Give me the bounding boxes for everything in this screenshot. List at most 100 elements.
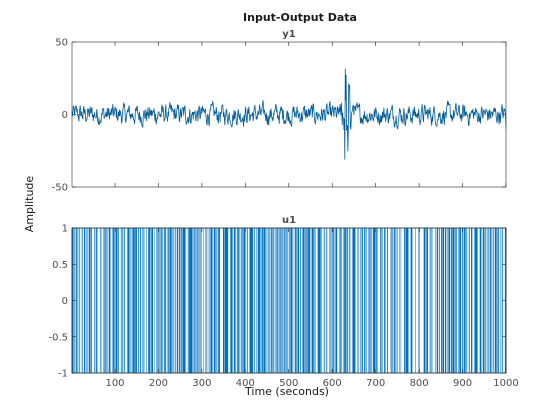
u1-bar [90, 228, 92, 373]
u1-bar [493, 228, 495, 373]
u1-bar [418, 228, 419, 373]
u1-xtick-label: 900 [453, 378, 472, 389]
y1-ytick-label: 0 [62, 110, 68, 121]
u1-xtick-label: 600 [323, 378, 342, 389]
u1-bar [106, 228, 107, 373]
u1-bar [212, 228, 214, 373]
u1-bar [185, 228, 187, 373]
u1-bar [81, 228, 83, 373]
u1-bar [339, 228, 340, 373]
u1-xtick-label: 500 [279, 378, 298, 389]
u1-bar [375, 228, 377, 373]
u1-bar [120, 228, 122, 373]
u1-bar [423, 228, 426, 373]
u1-bar [243, 228, 246, 373]
u1-bar [364, 228, 366, 373]
u1-bars [71, 228, 506, 373]
u1-bar [340, 228, 342, 373]
u1-bar [305, 228, 307, 373]
u1-bar [479, 228, 482, 373]
u1-bar [293, 228, 295, 373]
u1-bar [169, 228, 172, 373]
u1-bar [173, 228, 174, 373]
u1-bar [249, 228, 253, 373]
u1-bar [442, 228, 445, 373]
u1-bar [195, 228, 197, 373]
u1-bar [425, 228, 427, 373]
u1-xtick-label: 800 [410, 378, 429, 389]
u1-ytick-label: 0 [62, 296, 68, 307]
u1-ytick-label: 1 [62, 224, 68, 235]
u1-bar [289, 228, 290, 373]
u1-bar [139, 228, 141, 373]
u1-bar [335, 228, 338, 373]
u1-bar [86, 228, 88, 373]
u1-bar [112, 228, 113, 373]
u1-bar [405, 228, 409, 373]
u1-bar [315, 228, 316, 373]
u1-bar [210, 228, 213, 373]
u1-bar [179, 228, 181, 373]
u1-bar [133, 228, 135, 373]
u1-bar [176, 228, 179, 373]
u1-bar [404, 228, 406, 373]
u1-bar [357, 228, 358, 373]
u1-bar [387, 228, 389, 373]
u1-bar [360, 228, 361, 373]
u1-bar [330, 228, 331, 373]
u1-xtick-label: 700 [366, 378, 385, 389]
u1-bar [366, 228, 367, 373]
u1-bar [463, 228, 465, 373]
u1-bar [497, 228, 499, 373]
u1-bar [392, 228, 394, 373]
u1-bar [148, 228, 151, 373]
u1-bar [166, 228, 168, 373]
u1-bar [384, 228, 386, 373]
u1-bar [123, 228, 125, 373]
u1-bar [488, 228, 490, 373]
u1-bar [344, 228, 346, 373]
u1-bar [135, 228, 137, 373]
u1-bar [297, 228, 299, 373]
u1-bar [142, 228, 143, 373]
u1-bar [286, 228, 288, 373]
u1-bar [329, 228, 330, 373]
u1-bar [395, 228, 397, 373]
u1-bar [100, 228, 102, 373]
u1-bar [461, 228, 463, 373]
u1-bar [399, 228, 400, 373]
u1-bar [275, 228, 277, 373]
u1-bar [281, 228, 283, 373]
u1-bar [348, 228, 350, 373]
u1-bar [492, 228, 494, 373]
u1-bar [143, 228, 145, 373]
u1-subplot-title: u1 [282, 215, 296, 226]
u1-bar [491, 228, 492, 373]
u1-bar [347, 228, 349, 373]
u1-bar [158, 228, 160, 373]
y-axis-label: Amplitude [23, 176, 36, 233]
u1-bar [206, 228, 207, 373]
u1-bar [242, 228, 244, 373]
y1-ytick-labels: -50 0 50 [52, 38, 68, 194]
u1-bar [153, 228, 155, 373]
u1-bar [198, 228, 200, 373]
u1-bar [454, 228, 456, 373]
u1-bar [273, 228, 275, 373]
u1-bar [236, 228, 238, 373]
u1-bar [349, 228, 351, 373]
u1-bar [372, 228, 376, 373]
u1-bar [474, 228, 475, 373]
u1-bar [127, 228, 130, 373]
u1-ytick-label: -1 [58, 369, 68, 380]
u1-bar [187, 228, 189, 373]
u1-bar [200, 228, 201, 373]
u1-bar [121, 228, 123, 373]
u1-bar [280, 228, 282, 373]
u1-bar [311, 228, 314, 373]
u1-bar [265, 228, 267, 373]
u1-bar [497, 228, 498, 373]
u1-bar [181, 228, 183, 373]
u1-bar [209, 228, 211, 373]
